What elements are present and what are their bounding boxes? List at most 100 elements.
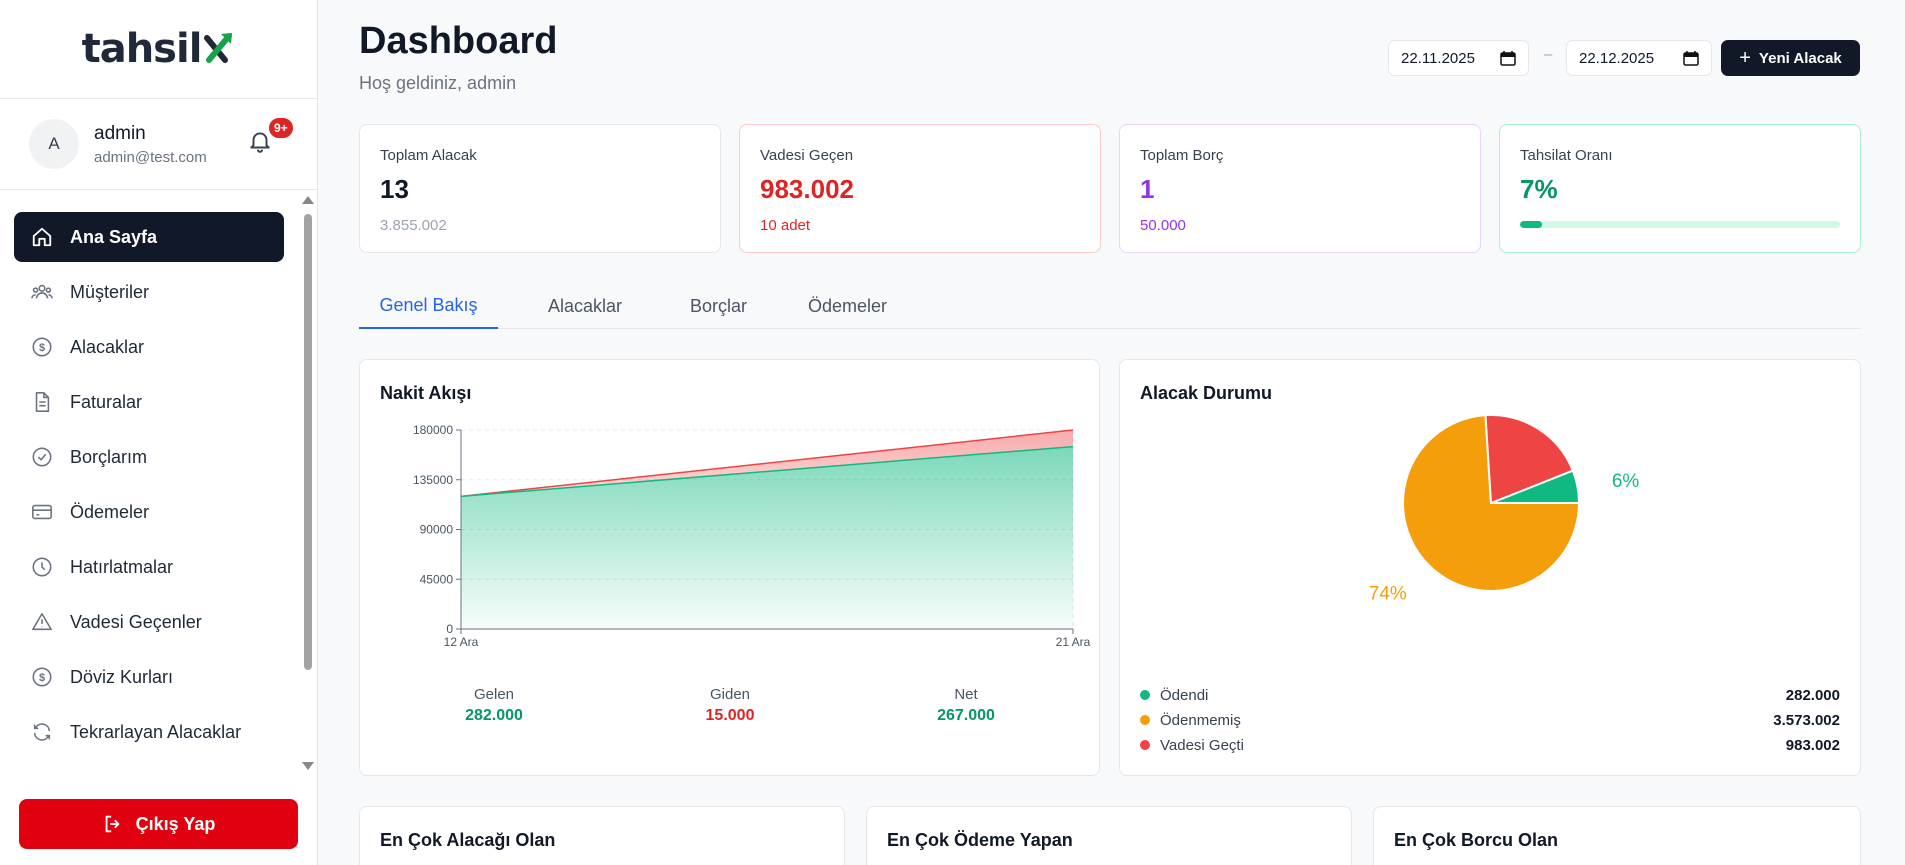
tab-genel-bakis[interactable]: Genel Bakış: [359, 283, 498, 329]
page-title: Dashboard: [359, 20, 558, 62]
user-profile: A admin admin@test.com 9+: [0, 99, 317, 190]
page-subtitle: Hoş geldiniz, admin: [359, 73, 517, 93]
stat-sub: 50.000: [1140, 217, 1186, 234]
summary-value: 267.000: [937, 707, 995, 724]
sidebar-item-tekrarlayan-alacaklar[interactable]: Tekrarlayan Alacaklar: [14, 707, 284, 757]
sidebar: tahsil A admin admin@test.com 9+ Ana Say…: [0, 0, 318, 865]
pie-label: 74%: [1369, 584, 1407, 605]
sidebar-item-odemeler[interactable]: Ödemeler: [14, 487, 284, 537]
calendar-icon[interactable]: [1683, 50, 1699, 70]
scroll-thumb[interactable]: [304, 214, 312, 670]
credit-card-icon: [30, 500, 54, 524]
sidebar-item-label: Hatırlatmalar: [70, 556, 174, 577]
sidebar-item-hatirlatmalar[interactable]: Hatırlatmalar: [14, 542, 284, 592]
plus-icon: +: [1739, 47, 1751, 69]
tab-bar: Genel Bakış Alacaklar Borçlar Ödemeler: [359, 283, 1861, 329]
sidebar-item-ana-sayfa[interactable]: Ana Sayfa: [14, 212, 284, 262]
stat-value: 7%: [1520, 174, 1558, 204]
stat-card-collection-rate: Tahsilat Oranı 7%: [1499, 124, 1861, 253]
receivable-pie-chart: 6%74%20%: [1369, 415, 1640, 605]
collection-progress-bar: [1520, 221, 1840, 228]
series-area-green: [461, 446, 1073, 629]
summary-label: Gelen: [473, 686, 515, 703]
dollar-circle-icon: $: [30, 665, 54, 689]
stat-card-total-debt: Toplam Borç 1 50.000: [1119, 124, 1481, 253]
scroll-up-arrow[interactable]: [302, 196, 314, 204]
new-receivable-button[interactable]: + Yeni Alacak: [1721, 40, 1860, 76]
series-line-red: [460, 429, 1074, 498]
stat-value: 13: [380, 174, 409, 204]
scroll-down-arrow[interactable]: [302, 762, 314, 770]
date-from-value: 22.11.2025: [1401, 49, 1475, 67]
notification-badge: 9+: [267, 116, 295, 140]
cash-flow-title: Nakit Akışı: [380, 383, 472, 403]
sidebar-nav: Ana Sayfa Müşteriler $ Alacaklar Fatural…: [0, 200, 318, 772]
legend-dot: [1140, 715, 1150, 725]
cash-flow-panel: Nakit Akışı 0 45000 90000 135000 180000 12 Ar…: [359, 359, 1100, 776]
user-name: admin: [94, 122, 146, 144]
summary-label: Net: [954, 686, 978, 703]
warning-icon: [30, 610, 54, 634]
legend-item-vadesi-gecti: Vadesi Geçti 983.002: [1140, 733, 1840, 757]
date-separator: –: [1544, 46, 1553, 63]
refresh-icon: [30, 720, 54, 744]
document-icon: [30, 390, 54, 414]
stat-label: Vadesi Geçen: [760, 147, 854, 164]
panel-title: En Çok Ödeme Yapan: [887, 830, 1073, 850]
logout-button[interactable]: Çıkış Yap: [19, 799, 298, 849]
pie-slice: [1484, 415, 1575, 505]
date-to-input[interactable]: 22.12.2025: [1566, 40, 1712, 76]
logo[interactable]: tahsil: [0, 0, 317, 99]
y-tick-label: 90000: [420, 523, 454, 537]
progress-fill: [1520, 221, 1543, 228]
sidebar-item-doviz-kurlari[interactable]: $ Döviz Kurları: [14, 652, 284, 702]
sidebar-scrollbar[interactable]: [302, 196, 314, 772]
pie-label: 6%: [1612, 471, 1640, 492]
top-receivables-panel: En Çok Alacağı Olan: [359, 806, 845, 865]
avatar[interactable]: A: [29, 119, 79, 169]
y-tick-label: 45000: [420, 572, 454, 586]
y-tick-label: 180000: [413, 423, 453, 437]
sidebar-item-faturalar[interactable]: Faturalar: [14, 377, 284, 427]
cash-flow-chart: 0 45000 90000 135000 180000 12 Ara 21 Ara: [413, 423, 1091, 649]
tab-odemeler[interactable]: Ödemeler: [807, 295, 888, 316]
summary-giden: Giden 15.000: [650, 686, 810, 725]
sidebar-item-label: Borçlarım: [70, 446, 148, 467]
tab-borclar[interactable]: Borçlar: [689, 295, 747, 316]
summary-gelen: Gelen 282.000: [414, 686, 574, 725]
user-email: admin@test.com: [94, 148, 207, 166]
notification-button[interactable]: 9+: [247, 116, 295, 160]
receivable-status-title: Alacak Durumu: [1140, 383, 1273, 403]
tab-alacaklar[interactable]: Alacaklar: [547, 295, 623, 316]
sidebar-item-vadesi-gecenler[interactable]: Vadesi Geçenler: [14, 597, 284, 647]
sidebar-item-label: Ödemeler: [70, 501, 150, 522]
legend-label: Ödendi: [1160, 686, 1209, 704]
legend-item-odenmemis: Ödenmemiş 3.573.002: [1140, 708, 1840, 732]
stat-value: 1: [1140, 174, 1155, 204]
y-tick-label: 135000: [413, 473, 453, 487]
check-circle-icon: [30, 445, 54, 469]
sidebar-item-label: Faturalar: [70, 391, 143, 412]
stat-label: Toplam Borç: [1140, 147, 1224, 164]
calendar-icon[interactable]: [1500, 50, 1516, 70]
series-line-green: [460, 445, 1074, 498]
users-icon: [30, 280, 54, 304]
sidebar-item-alacaklar[interactable]: $ Alacaklar: [14, 322, 284, 372]
legend-value: 282.000: [1785, 686, 1840, 704]
dollar-circle-icon: $: [30, 335, 54, 359]
logout-label: Çıkış Yap: [135, 813, 216, 834]
sidebar-item-musteriler[interactable]: Müşteriler: [14, 267, 284, 317]
logo-text: tahsil: [81, 26, 203, 72]
svg-text:$: $: [39, 672, 45, 684]
stat-sub: 10 adet: [760, 217, 811, 234]
stat-value: 983.002: [760, 174, 854, 204]
legend-dot: [1140, 690, 1150, 700]
svg-text:$: $: [39, 342, 45, 354]
legend-value: 3.573.002: [1773, 711, 1840, 729]
sidebar-item-label: Döviz Kurları: [70, 666, 174, 687]
top-payers-panel: En Çok Ödeme Yapan: [866, 806, 1352, 865]
date-from-input[interactable]: 22.11.2025: [1388, 40, 1529, 76]
sidebar-item-label: Müşteriler: [70, 281, 150, 302]
logout-icon: [102, 813, 124, 835]
sidebar-item-borclarim[interactable]: Borçlarım: [14, 432, 284, 482]
